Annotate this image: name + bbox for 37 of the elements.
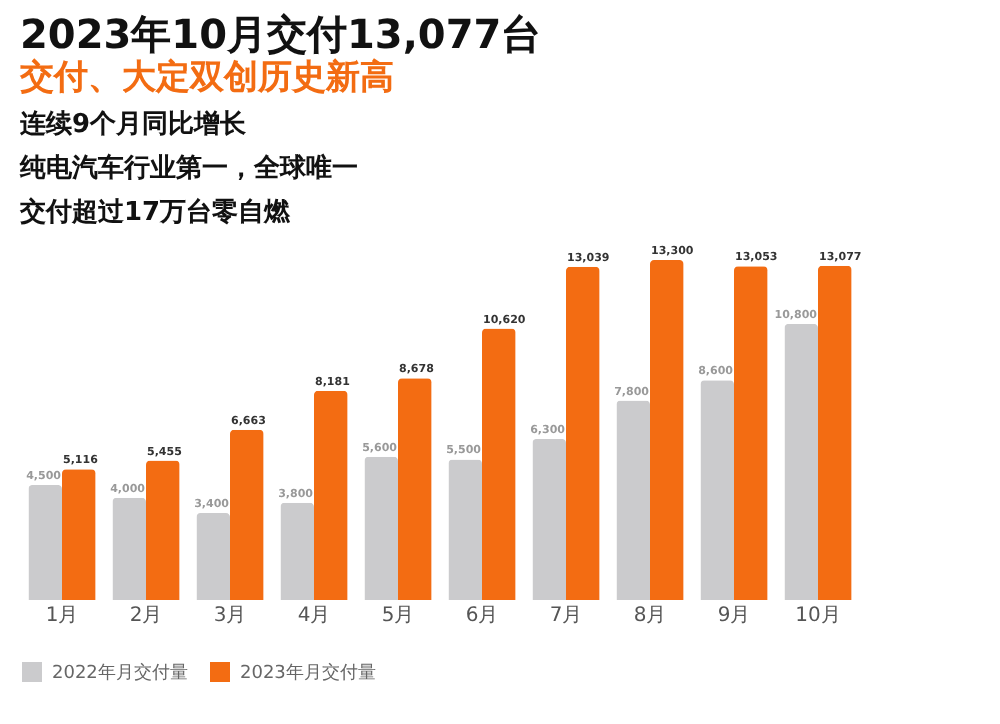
bar [62,469,96,600]
x-tick-label: 5月 [381,605,415,627]
chart-subtitle: 交付、大定双创历史新高 [18,58,394,98]
chart-title: 2023年10月交付13,077台 [20,10,542,58]
x-tick-label: 3月 [213,605,247,627]
bar [818,265,852,600]
bar [734,266,768,600]
bar [280,502,314,600]
bar [482,328,516,600]
text: 纯电汽车行业第一，全球唯一 [18,152,358,184]
bar [146,460,180,600]
bar [650,260,684,600]
bar [566,266,600,600]
x-tick-label: 7月 [549,605,583,627]
bar [364,456,398,600]
x-tick-label: 10月 [795,605,841,627]
bar [314,390,348,600]
bar [398,378,432,600]
bar [532,438,566,600]
text: 交付超过17万台零自燃 [18,196,293,228]
x-tick-label: 6月 [465,605,499,627]
bar [230,429,264,600]
x-tick-label: 1月 [45,605,79,627]
bar [784,323,818,600]
bar [112,497,146,600]
x-tick-label: 9月 [717,605,751,627]
bar [28,484,62,600]
x-tick-label: 8月 [633,605,667,627]
bar [700,380,734,600]
x-tick-label: 2月 [129,605,163,627]
legend-label: 2022年月交付量 [52,662,188,684]
bar [448,459,482,600]
bar [196,513,230,600]
x-tick-label: 4月 [297,605,331,627]
legend-label: 2023年月交付量 [240,662,376,684]
text: 连续9个月同比增长 [18,110,249,140]
bar [616,400,650,600]
